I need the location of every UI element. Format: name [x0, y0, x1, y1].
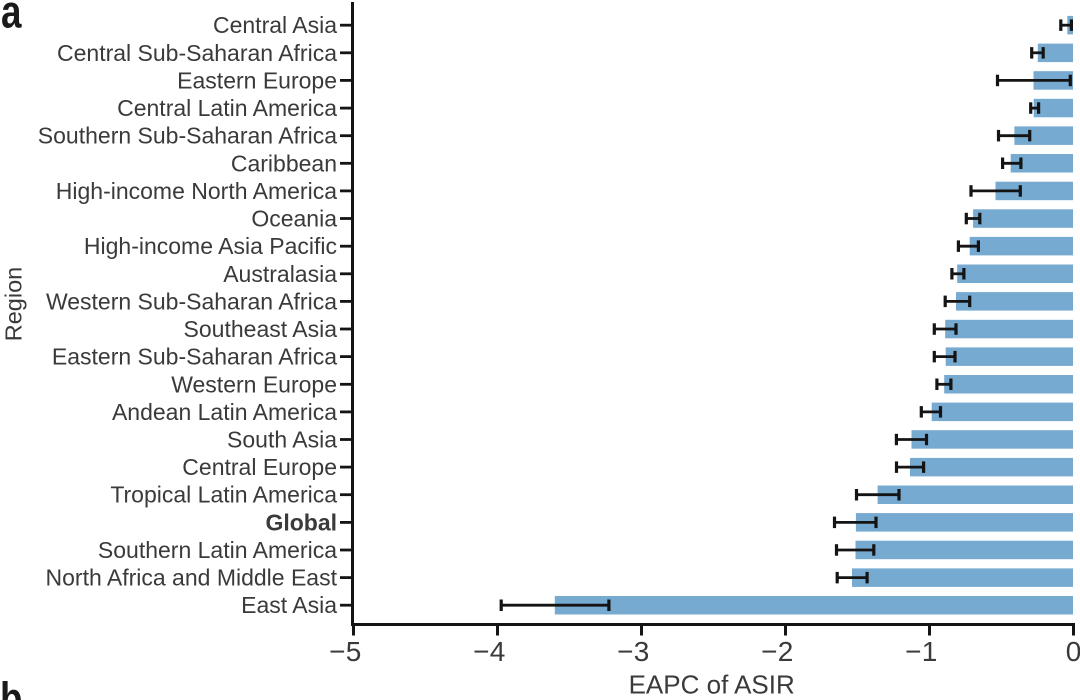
svg-text:Eastern Europe: Eastern Europe — [177, 67, 337, 93]
svg-text:Southern Sub-Saharan Africa: Southern Sub-Saharan Africa — [38, 123, 337, 149]
svg-text:Southeast Asia: Southeast Asia — [184, 316, 338, 342]
svg-text:Caribbean: Caribbean — [231, 150, 337, 176]
svg-text:3: 3 — [634, 636, 650, 667]
svg-text:1: 1 — [922, 636, 938, 667]
svg-text:EAPC of ASIR: EAPC of ASIR — [629, 669, 795, 699]
svg-text:Australasia: Australasia — [223, 261, 337, 287]
svg-text:Tropical Latin America: Tropical Latin America — [110, 482, 337, 508]
svg-text:Central Latin America: Central Latin America — [117, 95, 337, 121]
svg-text:2: 2 — [778, 636, 794, 667]
svg-text:Central Europe: Central Europe — [182, 454, 337, 480]
svg-text:Eastern Sub-Saharan Africa: Eastern Sub-Saharan Africa — [52, 344, 337, 370]
svg-text:Western Europe: Western Europe — [171, 371, 337, 397]
svg-text:North Africa and Middle East: North Africa and Middle East — [46, 565, 338, 591]
svg-text:4: 4 — [490, 636, 506, 667]
svg-text:Southern Latin America: Southern Latin America — [98, 537, 337, 563]
svg-text:South Asia: South Asia — [227, 427, 337, 453]
svg-text:−: − — [329, 636, 345, 667]
svg-text:b: b — [0, 673, 22, 700]
svg-text:−: − — [473, 636, 489, 667]
svg-text:5: 5 — [346, 636, 362, 667]
svg-text:Global: Global — [265, 509, 337, 535]
svg-text:a: a — [1, 0, 22, 37]
svg-text:East Asia: East Asia — [241, 592, 337, 618]
svg-text:Western Sub-Saharan Africa: Western Sub-Saharan Africa — [46, 288, 337, 314]
svg-text:−: − — [617, 636, 633, 667]
svg-text:Central Asia: Central Asia — [213, 12, 337, 38]
svg-text:Oceania: Oceania — [251, 206, 337, 232]
svg-text:0: 0 — [1066, 636, 1080, 667]
svg-text:High-income North America: High-income North America — [56, 178, 337, 204]
svg-text:Central Sub-Saharan Africa: Central Sub-Saharan Africa — [57, 40, 337, 66]
svg-text:Andean Latin America: Andean Latin America — [112, 399, 337, 425]
svg-text:−: − — [761, 636, 777, 667]
svg-text:Region: Region — [1, 267, 27, 341]
svg-text:−: − — [905, 636, 921, 667]
svg-text:High-income Asia Pacific: High-income Asia Pacific — [84, 233, 337, 259]
